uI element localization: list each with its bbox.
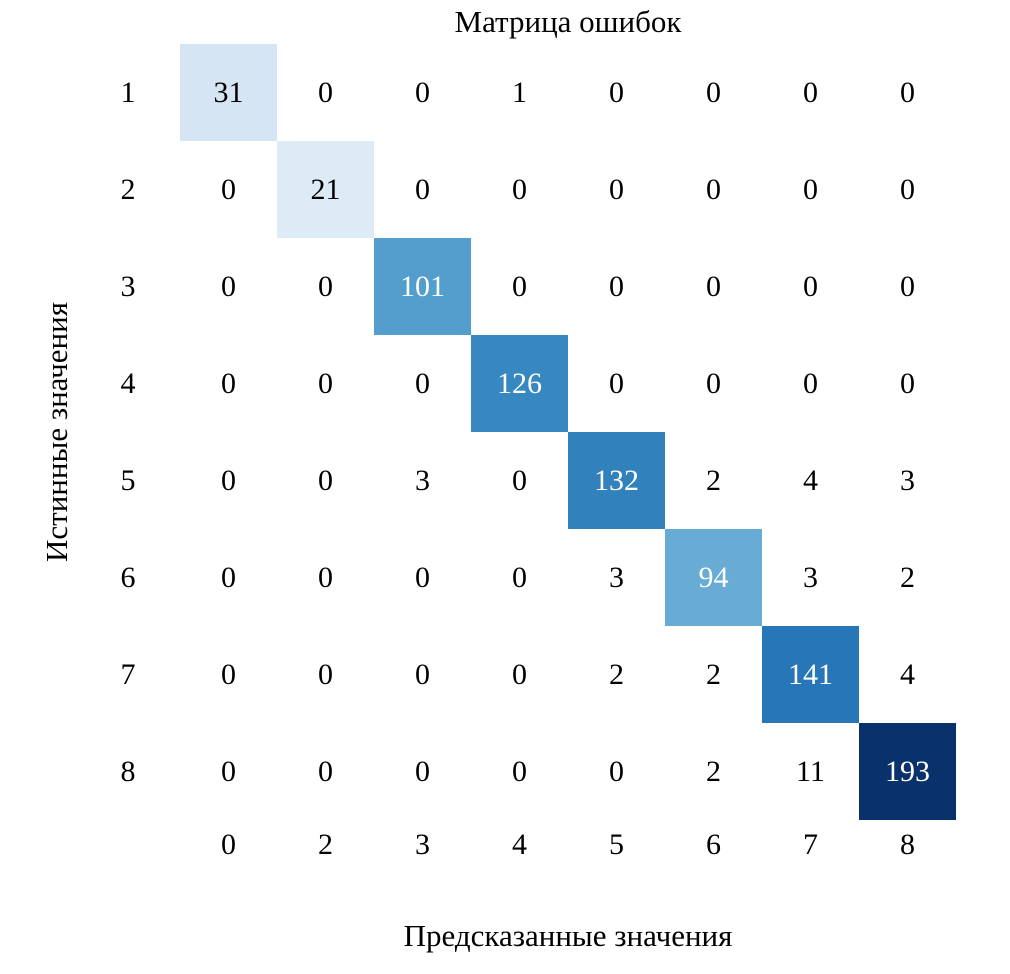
matrix-cell: 0 (665, 141, 762, 238)
y-tick-label: 5 (120, 463, 136, 497)
matrix-cell: 0 (568, 44, 665, 141)
y-tick-label: 8 (120, 754, 136, 788)
matrix-cell: 3 (859, 432, 956, 529)
matrix-cell: 0 (374, 44, 471, 141)
x-tick-label: 5 (609, 828, 624, 861)
matrix-cell: 0 (180, 529, 277, 626)
matrix-cell: 0 (277, 529, 374, 626)
matrix-cell: 0 (471, 723, 568, 820)
matrix-cell: 2 (859, 529, 956, 626)
matrix-cell: 0 (568, 335, 665, 432)
matrix-cell: 0 (277, 432, 374, 529)
matrix-cell: 141 (762, 626, 859, 723)
x-tick-label: 2 (318, 828, 333, 861)
matrix-cell: 0 (859, 238, 956, 335)
matrix-cell: 0 (859, 44, 956, 141)
matrix-cell: 0 (471, 626, 568, 723)
matrix-cell: 0 (374, 335, 471, 432)
matrix-cell: 0 (180, 626, 277, 723)
matrix-cell: 0 (180, 141, 277, 238)
matrix-cell: 0 (374, 141, 471, 238)
y-axis-label: Истинные значения (39, 302, 74, 562)
matrix-cell: 193 (859, 723, 956, 820)
matrix-cell: 0 (568, 238, 665, 335)
matrix-cell: 4 (859, 626, 956, 723)
matrix-cell: 0 (665, 238, 762, 335)
matrix-cell: 0 (374, 723, 471, 820)
matrix-cell: 0 (471, 141, 568, 238)
matrix-cell: 0 (568, 141, 665, 238)
x-tick-labels: 0 2 3 4 5 6 7 8 (180, 822, 956, 868)
matrix-cell: 126 (471, 335, 568, 432)
matrix-cell: 0 (180, 723, 277, 820)
matrix-cell: 3 (374, 432, 471, 529)
matrix-cell: 0 (277, 723, 374, 820)
matrix-cell: 0 (277, 335, 374, 432)
x-tick-label: 0 (221, 828, 236, 861)
matrix-cell: 101 (374, 238, 471, 335)
y-tick-label: 2 (120, 172, 136, 206)
y-tick-label: 7 (120, 657, 136, 691)
matrix-cell: 0 (180, 335, 277, 432)
matrix-cell: 0 (180, 432, 277, 529)
x-tick-label: 3 (415, 828, 430, 861)
matrix-cell: 0 (277, 238, 374, 335)
matrix-cell: 2 (665, 723, 762, 820)
matrix-cell: 0 (471, 432, 568, 529)
matrix-cell: 0 (180, 238, 277, 335)
matrix-cell: 0 (568, 723, 665, 820)
matrix-cell: 0 (471, 529, 568, 626)
y-tick-label: 6 (120, 560, 136, 594)
matrix-cell: 4 (762, 432, 859, 529)
y-tick-label: 1 (120, 75, 136, 109)
matrix-cell: 0 (277, 626, 374, 723)
y-tick-label: 4 (120, 366, 136, 400)
matrix-cell: 1 (471, 44, 568, 141)
x-tick-label: 6 (706, 828, 721, 861)
matrix-cell: 132 (568, 432, 665, 529)
matrix-cell: 0 (665, 335, 762, 432)
matrix-cell: 2 (568, 626, 665, 723)
matrix-cell: 0 (471, 238, 568, 335)
matrix-cell: 94 (665, 529, 762, 626)
matrix-cell: 0 (374, 529, 471, 626)
matrix-cell: 0 (762, 44, 859, 141)
matrix-cell: 0 (859, 141, 956, 238)
matrix-cell: 11 (762, 723, 859, 820)
matrix-cell: 0 (277, 44, 374, 141)
matrix-cell: 0 (859, 335, 956, 432)
y-tick-label: 3 (120, 269, 136, 303)
matrix-cell: 31 (180, 44, 277, 141)
matrix-cell: 0 (762, 141, 859, 238)
matrix-cell: 0 (665, 44, 762, 141)
heatmap-grid: 31 0 0 1 0 0 0 0 0 21 0 0 0 0 0 0 0 0 101 0 0 0 0 0 0 0 0 126 0 0 0 0 0 0… (180, 44, 956, 820)
matrix-cell: 3 (762, 529, 859, 626)
matrix-cell: 2 (665, 626, 762, 723)
x-tick-label: 7 (803, 828, 818, 861)
y-tick-labels: 1 2 3 4 5 6 7 8 (104, 44, 152, 820)
x-tick-label: 8 (900, 828, 915, 861)
matrix-cell: 2 (665, 432, 762, 529)
matrix-cell: 0 (374, 626, 471, 723)
x-axis-label: Предсказанные значения (403, 918, 733, 953)
matrix-cell: 0 (762, 238, 859, 335)
matrix-cell: 0 (762, 335, 859, 432)
matrix-cell: 21 (277, 141, 374, 238)
x-tick-label: 4 (512, 828, 527, 861)
matrix-cell: 3 (568, 529, 665, 626)
chart-title: Матрица ошибок (454, 4, 682, 39)
